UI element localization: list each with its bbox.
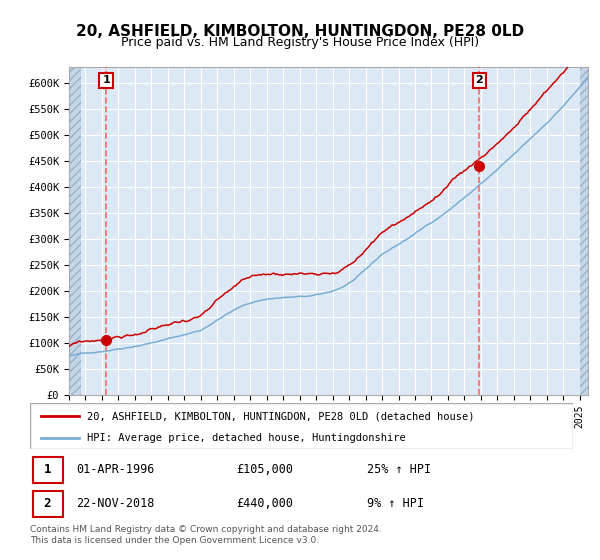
Text: 22-NOV-2018: 22-NOV-2018 [76,497,155,510]
Bar [580,67,588,395]
Text: 2: 2 [475,76,483,85]
Bar [69,67,82,395]
Text: 9% ↑ HPI: 9% ↑ HPI [367,497,424,510]
Text: 20, ASHFIELD, KIMBOLTON, HUNTINGDON, PE28 0LD (detached house): 20, ASHFIELD, KIMBOLTON, HUNTINGDON, PE2… [87,411,475,421]
Text: £105,000: £105,000 [236,463,293,476]
Text: Contains HM Land Registry data © Crown copyright and database right 2024.
This d: Contains HM Land Registry data © Crown c… [30,525,382,545]
Text: 1: 1 [44,463,51,476]
Text: 25% ↑ HPI: 25% ↑ HPI [367,463,431,476]
Text: Price paid vs. HM Land Registry's House Price Index (HPI): Price paid vs. HM Land Registry's House … [121,36,479,49]
Text: £440,000: £440,000 [236,497,293,510]
Text: HPI: Average price, detached house, Huntingdonshire: HPI: Average price, detached house, Hunt… [87,433,406,442]
Text: 1: 1 [102,76,110,85]
Bar [580,67,588,395]
FancyBboxPatch shape [33,491,62,517]
Text: 20, ASHFIELD, KIMBOLTON, HUNTINGDON, PE28 0LD: 20, ASHFIELD, KIMBOLTON, HUNTINGDON, PE2… [76,24,524,39]
FancyBboxPatch shape [30,403,573,449]
FancyBboxPatch shape [33,457,62,483]
Text: 2: 2 [44,497,51,510]
Bar [69,67,82,395]
Text: 01-APR-1996: 01-APR-1996 [76,463,155,476]
